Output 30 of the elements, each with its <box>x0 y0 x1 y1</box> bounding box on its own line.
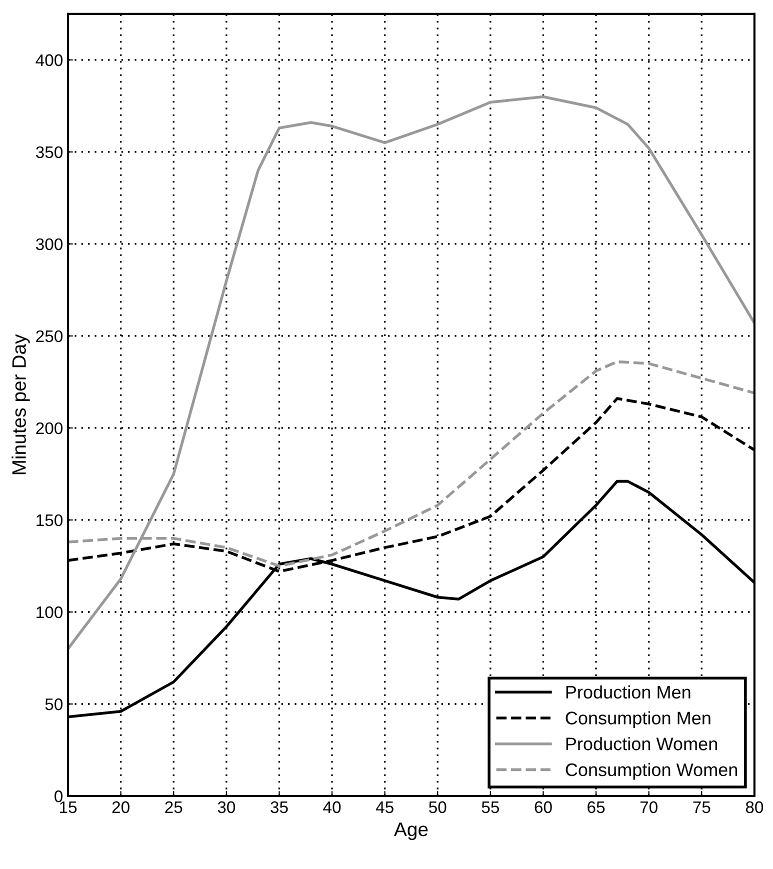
y-tick-label: 0 <box>54 790 63 802</box>
legend-label: Consumption Women <box>566 762 738 780</box>
x-tick-label: 60 <box>534 801 552 814</box>
y-tick-label: 350 <box>36 146 63 158</box>
legend-label: Consumption Men <box>566 711 710 728</box>
x-tick-label: 65 <box>588 801 605 814</box>
x-tick-label: 25 <box>165 801 182 814</box>
x-tick-label: 80 <box>746 801 764 814</box>
legend-label: Production Women <box>566 737 717 750</box>
x-tick-label: 45 <box>376 801 394 814</box>
x-tick-label: 50 <box>429 801 446 814</box>
x-tick-label: 30 <box>218 801 236 814</box>
x-tick-label: 20 <box>112 801 130 814</box>
y-tick-label: 250 <box>36 330 63 342</box>
x-tick-label: 70 <box>640 801 658 814</box>
x-axis-title: Age <box>394 822 428 840</box>
y-axis-title: Minutes per Day <box>12 334 30 474</box>
x-tick-label: 40 <box>323 801 341 814</box>
y-tick-label: 100 <box>36 606 63 618</box>
x-tick-label: 55 <box>482 801 500 814</box>
y-tick-label: 400 <box>36 54 63 66</box>
y-tick-label: 200 <box>36 422 63 434</box>
y-tick-label: 150 <box>36 514 63 526</box>
y-tick-label: 300 <box>36 238 63 250</box>
line-series <box>68 95 754 650</box>
y-tick-label: 50 <box>45 698 63 710</box>
x-tick-label: 35 <box>270 801 288 814</box>
x-tick-label: 15 <box>60 801 77 814</box>
legend-label: Production Men <box>566 685 690 699</box>
x-tick-label: 75 <box>693 801 710 814</box>
